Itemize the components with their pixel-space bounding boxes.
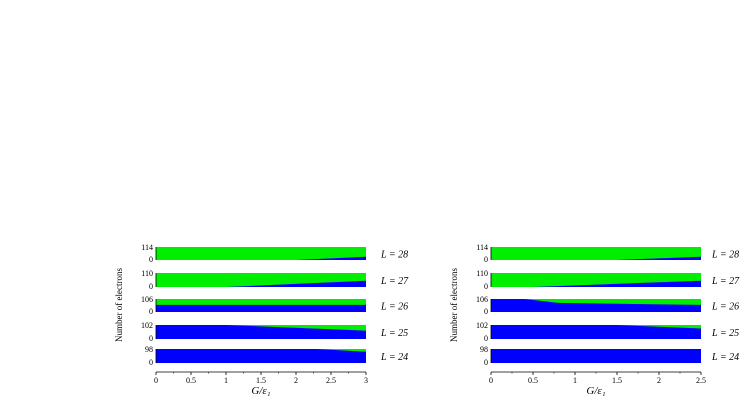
- y-tick-label-top: 102: [141, 321, 153, 330]
- x-tick-label: 1.5: [612, 376, 622, 385]
- y-tick-label-top: 110: [141, 269, 153, 278]
- band-area-3: [156, 304, 366, 312]
- y-tick-label-top: 106: [141, 295, 153, 304]
- y-tick-label-top: 114: [141, 243, 153, 252]
- series-label: L = 24: [380, 352, 408, 363]
- y-tick-label-bottom: 0: [149, 307, 153, 316]
- band-area-3: [491, 299, 701, 312]
- band-area-1: [156, 256, 366, 260]
- band-filled-1: [491, 247, 701, 260]
- y-tick-label-top: 98: [480, 345, 488, 354]
- x-axis-label: G/ε₁: [586, 385, 605, 397]
- y-tick-label-top: 110: [476, 269, 488, 278]
- band-area-5: [491, 349, 701, 363]
- y-tick-label-top: 106: [476, 295, 488, 304]
- y-tick-label-bottom: 0: [484, 255, 488, 264]
- y-axis-label: Number of electrons: [114, 268, 124, 342]
- x-tick-label: 0.5: [528, 376, 538, 385]
- x-tick-label: 1.5: [256, 376, 266, 385]
- y-tick-label-top: 114: [476, 243, 488, 252]
- band-area-4: [491, 325, 701, 339]
- series-label: L = 25: [380, 328, 408, 339]
- series-label: L = 28: [711, 250, 739, 261]
- x-tick-label: 0: [154, 376, 158, 385]
- y-tick-label-bottom: 0: [484, 282, 488, 291]
- y-axis-label: Number of electrons: [449, 268, 459, 342]
- series-label: L = 26: [711, 302, 739, 313]
- x-tick-label: 1: [573, 376, 577, 385]
- x-tick-label: 2: [657, 376, 661, 385]
- x-tick-label: 2: [294, 376, 298, 385]
- band-area-2: [491, 280, 701, 287]
- series-label: L = 27: [711, 276, 740, 287]
- series-label: L = 25: [711, 328, 739, 339]
- x-tick-label: 0: [489, 376, 493, 385]
- y-tick-label-top: 98: [145, 345, 153, 354]
- y-tick-label-bottom: 0: [484, 358, 488, 367]
- y-tick-label-bottom: 0: [149, 334, 153, 343]
- band-area-1: [491, 256, 701, 260]
- series-label: L = 24: [711, 352, 739, 363]
- band-area-2: [156, 280, 366, 287]
- band-filled-1: [156, 247, 366, 260]
- x-tick-label: 2.5: [696, 376, 706, 385]
- y-tick-label-bottom: 0: [149, 282, 153, 291]
- x-tick-label: 1: [224, 376, 228, 385]
- x-tick-label: 2.5: [326, 376, 336, 385]
- band-area-4: [156, 325, 366, 339]
- y-tick-label-bottom: 0: [149, 358, 153, 367]
- x-tick-label: 3: [364, 376, 368, 385]
- band-area-5: [156, 349, 366, 363]
- y-tick-label-top: 102: [476, 321, 488, 330]
- y-tick-label-bottom: 0: [149, 255, 153, 264]
- x-axis-label: G/ε₁: [251, 385, 270, 397]
- series-label: L = 28: [380, 250, 408, 261]
- series-label: L = 26: [380, 302, 408, 313]
- y-tick-label-bottom: 0: [484, 334, 488, 343]
- x-tick-label: 0.5: [186, 376, 196, 385]
- series-label: L = 27: [380, 276, 409, 287]
- y-tick-label-bottom: 0: [484, 307, 488, 316]
